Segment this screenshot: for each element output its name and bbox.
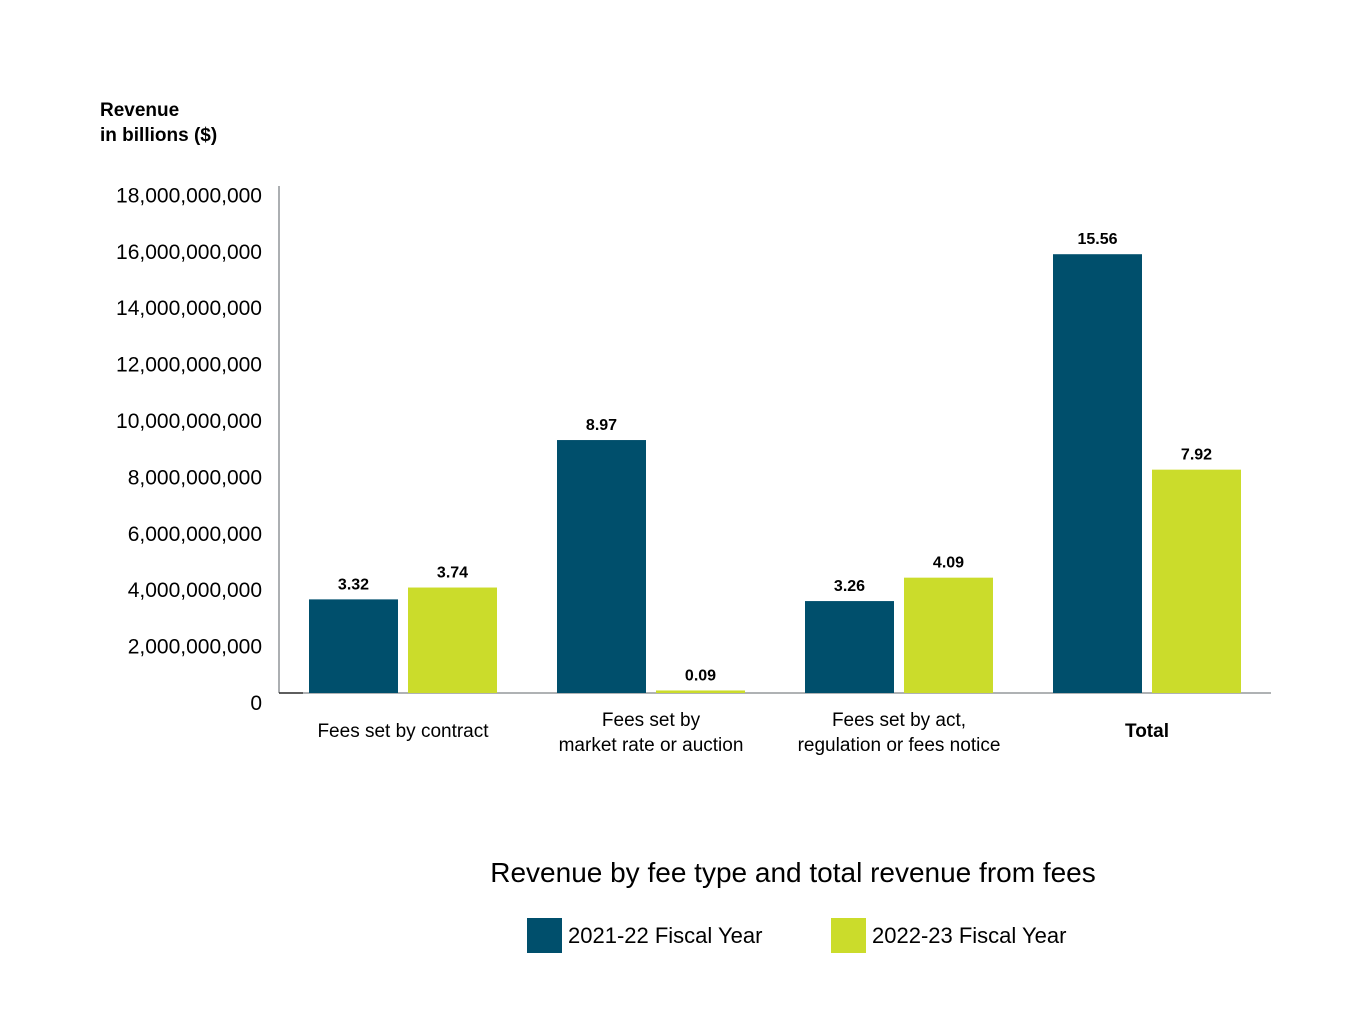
data-label: 0.09 [685,667,716,684]
legend-label: 2021-22 Fiscal Year [568,923,762,948]
bar-2022-23 [1152,469,1241,693]
bar-2022-23 [904,577,993,693]
y-tick-label: 18,000,000,000 [116,184,262,207]
y-tick-label: 8,000,000,000 [128,466,262,489]
y-axis-label: in billions ($) [100,125,217,146]
bar-2021-22 [1053,254,1142,693]
bar-2021-22 [805,601,894,693]
x-tick-label: Fees set by act, [832,710,966,731]
y-tick-label: 6,000,000,000 [128,523,262,546]
data-label: 7.92 [1181,447,1212,464]
y-tick-label: 10,000,000,000 [116,410,262,433]
legend-label: 2022-23 Fiscal Year [872,923,1066,948]
data-label: 15.56 [1077,231,1117,248]
bar-2022-23 [408,587,497,693]
x-tick-label: Total [1125,721,1169,742]
bar-2021-22 [309,599,398,693]
y-tick-label: 4,000,000,000 [128,579,262,602]
x-tick-label: regulation or fees notice [798,735,1001,756]
y-tick-label: 16,000,000,000 [116,241,262,264]
x-tick-label: market rate or auction [559,735,744,756]
bar-2021-22 [557,440,646,693]
y-tick-label: 0 [250,692,262,715]
data-label: 8.97 [586,417,617,434]
x-tick-label: Fees set by [602,710,701,731]
y-axis-label: Revenue [100,100,179,121]
y-tick-label: 14,000,000,000 [116,297,262,320]
bar-2022-23 [656,690,745,693]
chart-title: Revenue by fee type and total revenue fr… [490,857,1096,888]
legend-swatch [831,918,866,953]
y-tick-label: 2,000,000,000 [128,636,262,659]
x-tick-label: Fees set by contract [317,721,489,742]
legend-swatch [527,918,562,953]
data-label: 3.32 [338,576,369,593]
y-tick-label: 12,000,000,000 [116,354,262,377]
data-label: 3.74 [437,565,468,582]
data-label: 3.26 [834,578,865,595]
data-label: 4.09 [933,555,964,572]
